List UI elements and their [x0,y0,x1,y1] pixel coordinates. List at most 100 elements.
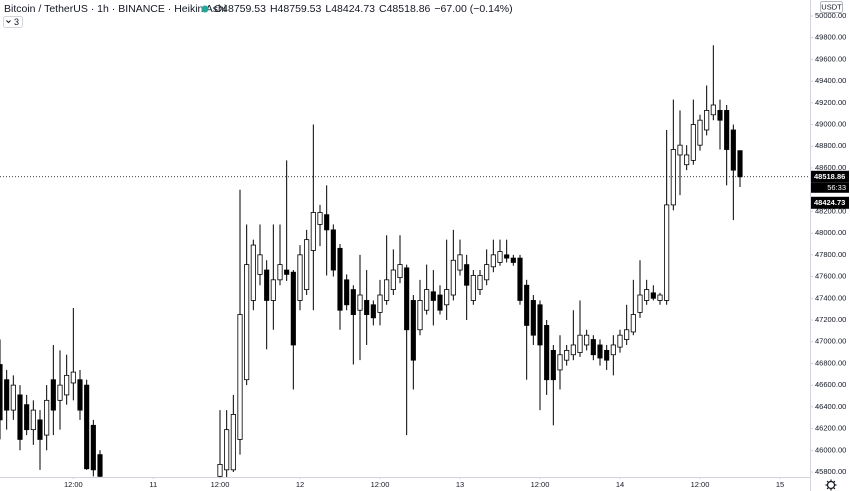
candle-body [77,379,83,411]
candle-body [284,269,290,275]
settings-icon[interactable] [825,479,837,491]
legend-value: −67.00 (−0.14%) [434,3,512,15]
candle-body [317,212,323,225]
candle-body [377,294,383,313]
candle-body [710,104,716,116]
candle-body [357,294,363,311]
candle-body [364,300,370,315]
y-tick-label: 49000.00 [815,120,846,129]
indicator-box[interactable] [3,16,23,28]
candle-body [497,251,503,263]
price-label: 48518.86 [814,172,845,181]
candle-body [504,254,510,259]
candle-body [604,349,610,361]
candle-body [490,254,496,268]
candle-body [590,339,596,356]
candle-body [304,239,310,290]
x-tick-label: 12:00 [691,480,710,489]
candle-body [730,129,736,171]
currency-box[interactable] [820,1,843,13]
candle-body [24,404,30,431]
candle-body [577,334,583,353]
candle-body [477,275,483,290]
y-tick-label: 47000.00 [815,337,846,346]
y-tick-label: 49200.00 [815,98,846,107]
countdown: 56:33 [827,183,846,192]
price-label: 48424.73 [814,198,845,207]
candle-body [630,314,636,333]
y-tick-label: 49400.00 [815,76,846,85]
legend-value: L48424.73 [325,3,375,15]
legend-value: O48759.53 [214,3,266,15]
indicator-count: 3 [14,17,19,27]
candle-body [10,384,16,411]
y-tick-label: 46000.00 [815,445,846,454]
candle-body [90,424,96,471]
candle-body [0,364,3,421]
candle-body [644,289,650,301]
candle-body [637,294,643,313]
candle-body [524,284,530,326]
candle-body [244,264,250,381]
candle-body [390,269,396,290]
candle-body [664,204,670,301]
candle-body [610,344,616,356]
candle-body [690,124,696,161]
candle-body [444,289,450,306]
candle-body [344,279,350,306]
x-tick-label: 15 [776,480,784,489]
candle-body [257,254,263,275]
x-tick-label: 14 [616,480,624,489]
status-dot [201,5,209,13]
candle-body [384,279,390,301]
candle-body [17,394,23,440]
candle-body [237,314,243,440]
candle-body [224,429,230,471]
candle-body [84,384,90,470]
candle-body [550,349,556,381]
candle-body [457,254,463,271]
x-tick-label: 12:00 [211,480,230,489]
candle-body [50,379,56,411]
candle-body [717,110,723,121]
y-tick-label: 46600.00 [815,380,846,389]
price-label-box [811,196,849,209]
candle-body [397,264,403,279]
x-tick-label: 12:00 [64,480,83,489]
candle-body [570,344,576,356]
y-tick-label: 50000.00 [815,11,846,20]
candle-body [544,325,550,381]
axes: 45800.00 46000.00 46200.00 46400.00 46600.00… [64,11,849,489]
candle-body [370,304,376,319]
candle-body [517,257,523,301]
legend-value: H48759.53 [270,3,322,15]
gear-teeth [825,479,837,491]
candle-body [37,419,43,440]
y-tick-label: 47800.00 [815,250,846,259]
candle-body [537,304,543,346]
y-tick-label: 46800.00 [815,358,846,367]
candle-body [44,399,50,436]
candle-body [70,371,76,384]
x-tick-label: 13 [456,480,464,489]
candle-body [410,300,416,361]
candle-body [470,275,476,301]
candle-body [250,244,256,301]
y-tick-label: 46200.00 [815,424,846,433]
candle-body [430,291,436,301]
candle-body [597,344,603,359]
price-label-box [811,170,849,183]
indicator-toggle[interactable]: 3 [3,16,23,28]
candle-body [670,149,676,206]
x-tick-label: 12:00 [371,480,390,489]
candle-body [564,349,570,361]
candle-body [337,247,343,311]
candle-body [297,254,303,301]
chart-title: Bitcoin / TetherUS · 1h · BINANCE · Heik… [4,3,226,15]
y-tick-label: 48800.00 [815,141,846,150]
y-tick-label: 46400.00 [815,402,846,411]
legend-value: C48518.86 [379,3,431,15]
